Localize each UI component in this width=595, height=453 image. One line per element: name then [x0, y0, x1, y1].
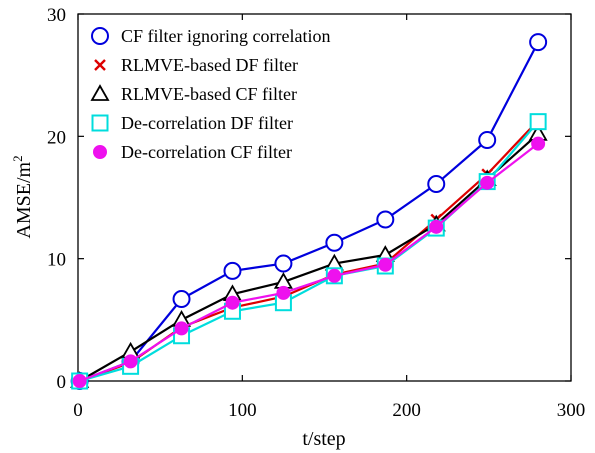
series-3-point-9 — [529, 113, 547, 131]
legend-marker-0 — [91, 27, 109, 45]
series-0-point-3 — [223, 261, 242, 280]
legend-entry-0: CF filter ignoring correlation — [91, 26, 330, 46]
series-4-point-8 — [480, 175, 495, 190]
y-axis-label-superscript: 2 — [10, 155, 25, 162]
legend-label-3: De-correlation DF filter — [121, 113, 293, 133]
x-tick-label-2: 200 — [392, 400, 421, 421]
y-axis-label-text: AMSE/m — [13, 161, 35, 238]
series-4-point-0 — [72, 374, 87, 388]
series-4-point-2 — [174, 321, 189, 336]
series-line-2 — [79, 133, 539, 382]
plot-frame — [77, 13, 572, 382]
series-line-0 — [79, 41, 540, 383]
legend-label-0: CF filter ignoring correlation — [121, 26, 330, 46]
series-4-point-4 — [276, 285, 291, 300]
series-0-point-8 — [478, 131, 497, 150]
series-4-point-3 — [225, 295, 240, 310]
series-4-point-6 — [378, 257, 393, 272]
series-0-point-6 — [376, 210, 395, 229]
series-0-point-9 — [529, 33, 548, 52]
series-line-4 — [79, 142, 539, 383]
x-tick-label-1: 100 — [228, 400, 257, 421]
series-4 — [72, 136, 546, 388]
legend-entry-3: De-correlation DF filter — [91, 113, 293, 133]
legend-marker-1 — [94, 59, 106, 71]
series-4-point-7 — [429, 219, 444, 234]
y-tick-label-2: 20 — [47, 127, 66, 148]
series-4-point-1 — [123, 354, 138, 369]
legend-entry-4: De-correlation CF filter — [93, 142, 292, 162]
legend-marker-4 — [93, 145, 107, 159]
legend-label-2: RLMVE-based CF filter — [121, 84, 297, 104]
y-axis-label: AMSE/m2 — [10, 155, 35, 238]
legend-label-4: De-correlation CF filter — [121, 142, 292, 162]
series-0-point-7 — [427, 175, 446, 194]
legend-entry-2: RLMVE-based CF filter — [90, 84, 297, 104]
series-0-point-5 — [325, 233, 344, 252]
tick-labels: 0 100 200 300 0 10 20 30 — [47, 5, 585, 421]
legend-marker-2 — [90, 84, 110, 101]
series-layer — [70, 33, 548, 390]
y-tick-label-1: 10 — [47, 250, 66, 271]
legend-marker-3 — [91, 114, 109, 132]
series-4-point-9 — [531, 136, 546, 151]
x-tick-label-0: 0 — [73, 400, 83, 421]
legend-label-1: RLMVE-based DF filter — [121, 55, 298, 75]
series-0-point-2 — [172, 290, 191, 309]
legend: CF filter ignoring correlation RLMVE-base… — [90, 26, 330, 162]
x-axis-label: t/step — [302, 428, 345, 450]
y-tick-label-3: 30 — [47, 5, 66, 26]
x-tick-label-3: 300 — [557, 400, 586, 421]
series-2 — [70, 124, 548, 388]
series-4-point-5 — [327, 268, 342, 283]
y-tick-label-0: 0 — [57, 372, 67, 393]
legend-entry-1: RLMVE-based DF filter — [94, 55, 298, 75]
series-0-point-4 — [274, 254, 293, 273]
